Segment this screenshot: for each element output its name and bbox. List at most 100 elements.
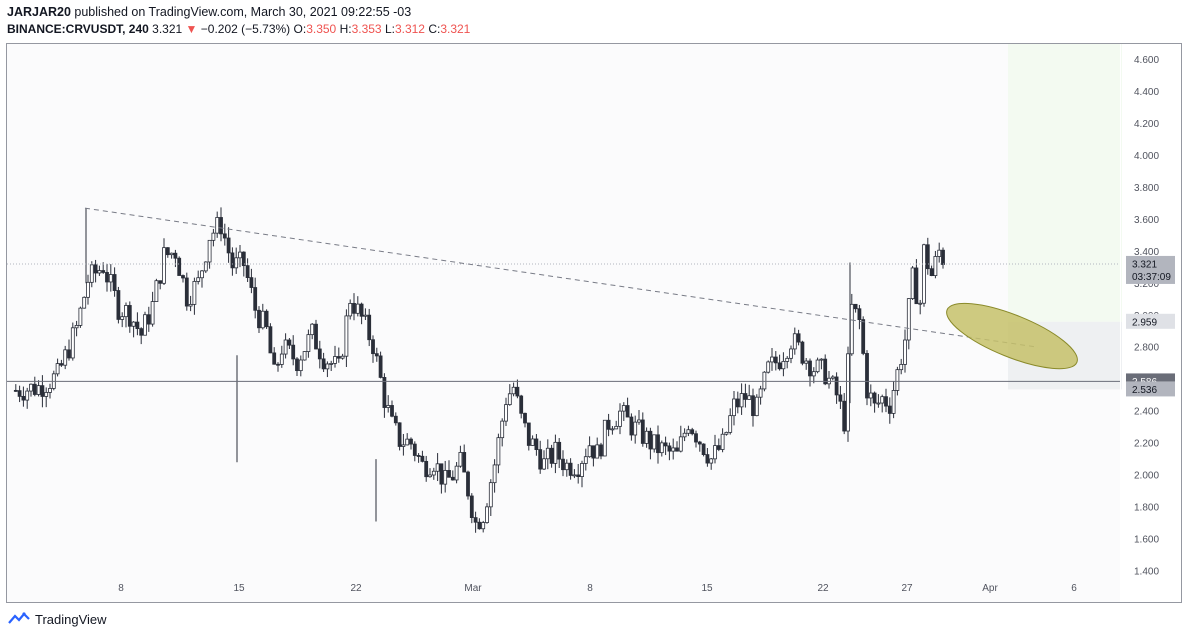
candle-body [393, 415, 398, 424]
candle-body [762, 371, 767, 390]
candle-body [431, 470, 436, 476]
publish-info: JARJAR20 published on TradingView.com, M… [7, 4, 470, 21]
candle-body [606, 419, 611, 430]
candle-body [249, 277, 254, 288]
candle-body [127, 305, 132, 327]
candle-body [770, 356, 774, 363]
y-tick-label: 1.400 [1134, 567, 1159, 578]
candle-body [409, 438, 413, 445]
candle-body [701, 443, 706, 455]
candle-body [295, 358, 299, 372]
candle-body [158, 280, 163, 284]
candle-body [853, 303, 858, 310]
candle-body [941, 249, 945, 265]
candle-body [439, 463, 444, 485]
candle-body [435, 463, 440, 472]
candle-body [253, 287, 258, 311]
y-tick-label: 1.600 [1134, 535, 1159, 546]
candle-body [287, 339, 292, 346]
candle-body [120, 316, 125, 320]
candle-body [454, 465, 459, 481]
candle-body [595, 444, 600, 459]
candle-body [93, 264, 98, 274]
y-tick-label: 3.400 [1134, 247, 1159, 258]
y-tick-label: 4.200 [1134, 119, 1159, 130]
candle-body [538, 449, 543, 470]
chart-header: JARJAR20 published on TradingView.com, M… [7, 4, 470, 38]
y-tick-label: 3.600 [1134, 215, 1159, 226]
candle-body [751, 395, 755, 417]
candle-body [671, 447, 676, 452]
candle-body [918, 302, 923, 305]
candle-body [713, 445, 717, 460]
footer-brand[interactable]: TradingView [35, 611, 107, 627]
candle-body [268, 326, 273, 354]
candle-body [325, 363, 330, 370]
candle-body [234, 257, 239, 269]
candle-body [105, 272, 109, 283]
candle-body [481, 522, 486, 530]
candle-body [272, 352, 277, 365]
candle-body [177, 257, 182, 276]
low-value: 3.312 [394, 22, 425, 36]
candle-body [576, 474, 581, 477]
tradingview-logo-icon[interactable] [8, 611, 30, 627]
candle-body [610, 428, 615, 431]
candle-body [477, 521, 482, 530]
candle-body [374, 353, 379, 357]
candle-body [633, 421, 638, 436]
candle-body [777, 362, 782, 370]
candle-body [169, 252, 174, 256]
candle-body [279, 353, 284, 365]
candle-body [150, 301, 155, 325]
candle-body [811, 371, 816, 377]
candle-body [511, 386, 516, 395]
candle-body [785, 357, 790, 362]
footer: TradingView [8, 611, 107, 627]
candle-body [519, 395, 524, 414]
candle-body [257, 309, 261, 329]
author-name[interactable]: JARJAR20 [7, 5, 71, 19]
candle-body [173, 252, 178, 259]
x-tick-label: 15 [233, 583, 245, 594]
candle-body [321, 358, 326, 370]
candle-body [694, 433, 698, 443]
chart-frame[interactable]: 4.600 4.400 4.200 4.000 3.800 3.600 3.400 3.200… [6, 43, 1182, 603]
candle-body [602, 419, 607, 457]
candle-body [796, 333, 801, 343]
candle-body [276, 363, 280, 366]
candle-body [675, 447, 679, 452]
candle-body [743, 393, 748, 400]
price-chart[interactable]: 4.600 4.400 4.200 4.000 3.800 3.600 3.400 3.200… [7, 44, 1181, 602]
candle-body [63, 349, 68, 366]
candle-body [143, 314, 147, 336]
candle-body [587, 445, 592, 458]
candle-body [382, 377, 387, 408]
candle-body [336, 356, 341, 359]
candle-body [838, 394, 843, 402]
candle-body [329, 363, 334, 365]
candle-body [59, 363, 64, 366]
candle-body [656, 434, 660, 454]
candle-body [549, 447, 554, 464]
candle-body [36, 385, 41, 395]
candle-body [868, 392, 873, 399]
candle-body [200, 270, 204, 279]
candle-body [823, 358, 828, 385]
candle-body [545, 447, 550, 460]
close-value: 3.321 [440, 22, 471, 36]
candle-body [789, 348, 793, 359]
candle-body [245, 265, 250, 279]
down-arrow-icon: ▼ [185, 22, 198, 36]
candle-body [352, 302, 356, 314]
candle-body [808, 360, 812, 377]
candle-body [238, 251, 242, 259]
candle-body [196, 277, 201, 282]
last-price: 3.321 [152, 22, 183, 36]
candle-body [363, 314, 368, 317]
candle-body [260, 310, 265, 329]
candle-body [530, 438, 535, 446]
candle-body [390, 405, 394, 417]
x-tick-label: Mar [464, 583, 482, 594]
candle-body [625, 405, 630, 418]
